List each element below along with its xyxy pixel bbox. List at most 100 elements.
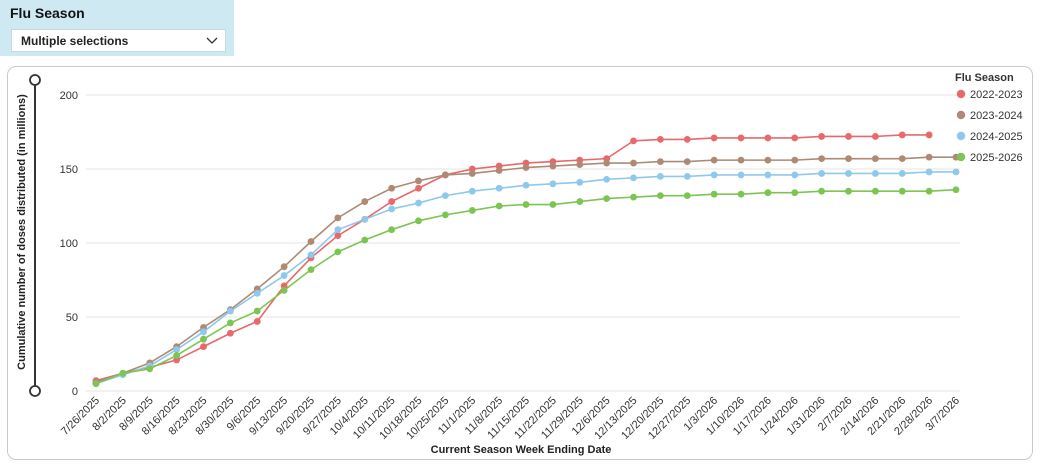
data-point-2024-2025[interactable] [710,171,718,179]
slider-top-handle[interactable] [29,74,41,86]
data-point-2024-2025[interactable] [818,170,826,177]
data-point-2023-2024[interactable] [576,161,584,168]
data-point-2025-2026[interactable] [92,380,100,387]
data-point-2022-2023[interactable] [388,198,396,205]
data-point-2024-2025[interactable] [173,346,181,353]
data-point-2025-2026[interactable] [495,202,503,210]
data-point-2025-2026[interactable] [146,365,154,373]
data-point-2023-2024[interactable] [925,153,933,161]
data-point-2025-2026[interactable] [791,189,799,197]
data-point-2022-2023[interactable] [898,131,906,139]
data-point-2025-2026[interactable] [737,190,745,198]
data-point-2025-2026[interactable] [710,190,718,198]
data-point-2025-2026[interactable] [334,248,342,256]
data-point-2024-2025[interactable] [468,187,476,195]
data-point-2024-2025[interactable] [415,199,422,207]
data-point-2023-2024[interactable] [603,159,611,167]
data-point-2025-2026[interactable] [253,307,261,315]
data-point-2023-2024[interactable] [656,158,664,165]
data-point-2025-2026[interactable] [630,193,637,201]
data-point-2024-2025[interactable] [441,192,449,200]
data-point-2023-2024[interactable] [845,155,852,163]
data-point-2023-2024[interactable] [307,238,315,245]
data-point-2023-2024[interactable] [388,184,396,192]
data-point-2025-2026[interactable] [764,189,772,197]
legend-item-2024-2025[interactable]: 2024-2025 [970,131,1023,143]
data-point-2025-2026[interactable] [576,198,584,205]
legend-item-2022-2023[interactable]: 2022-2023 [970,89,1023,101]
data-point-2022-2023[interactable] [630,137,637,145]
data-point-2024-2025[interactable] [200,328,207,336]
data-point-2024-2025[interactable] [845,170,852,177]
data-point-2025-2026[interactable] [200,335,207,343]
slider-bottom-handle[interactable] [29,385,41,397]
data-point-2024-2025[interactable] [683,173,691,180]
y-range-slider[interactable] [29,74,41,397]
data-point-2023-2024[interactable] [630,159,637,167]
data-point-2025-2026[interactable] [307,266,315,274]
data-point-2023-2024[interactable] [818,155,826,163]
data-point-2024-2025[interactable] [898,170,906,177]
data-point-2022-2023[interactable] [656,136,664,143]
data-point-2022-2023[interactable] [415,184,422,192]
data-point-2022-2023[interactable] [871,133,879,140]
data-point-2024-2025[interactable] [388,205,396,213]
data-point-2025-2026[interactable] [952,186,960,194]
data-point-2023-2024[interactable] [549,162,557,170]
data-point-2024-2025[interactable] [603,175,611,183]
data-point-2022-2023[interactable] [710,134,718,142]
data-point-2025-2026[interactable] [361,236,369,244]
data-point-2025-2026[interactable] [898,187,906,195]
data-point-2025-2026[interactable] [415,217,422,225]
data-point-2022-2023[interactable] [925,131,933,139]
data-point-2022-2023[interactable] [683,136,691,143]
data-point-2023-2024[interactable] [871,155,879,163]
data-point-2022-2023[interactable] [818,133,826,140]
data-point-2024-2025[interactable] [764,171,772,179]
data-point-2022-2023[interactable] [334,232,342,240]
data-point-2024-2025[interactable] [361,215,369,223]
data-point-2025-2026[interactable] [818,187,826,195]
legend-item-2023-2024[interactable]: 2023-2024 [970,110,1023,122]
data-point-2022-2023[interactable] [200,343,207,350]
data-point-2025-2026[interactable] [226,319,234,327]
data-point-2025-2026[interactable] [683,192,691,200]
data-point-2023-2024[interactable] [334,214,342,222]
data-point-2025-2026[interactable] [280,286,288,294]
data-point-2023-2024[interactable] [710,156,718,164]
data-point-2023-2024[interactable] [415,177,422,185]
data-point-2025-2026[interactable] [441,211,449,219]
data-point-2025-2026[interactable] [522,201,530,208]
data-point-2024-2025[interactable] [549,180,557,188]
data-point-2023-2024[interactable] [791,156,799,164]
data-point-2024-2025[interactable] [737,171,745,179]
data-point-2022-2023[interactable] [845,133,852,140]
data-point-2024-2025[interactable] [630,174,637,182]
data-point-2023-2024[interactable] [683,158,691,165]
data-point-2024-2025[interactable] [307,251,315,259]
data-point-2024-2025[interactable] [226,307,234,315]
data-point-2025-2026[interactable] [549,201,557,208]
data-point-2022-2023[interactable] [764,134,772,142]
data-point-2024-2025[interactable] [495,184,503,192]
data-point-2025-2026[interactable] [845,187,852,195]
data-point-2025-2026[interactable] [603,195,611,203]
data-point-2024-2025[interactable] [952,168,960,176]
data-point-2024-2025[interactable] [925,168,933,176]
data-point-2023-2024[interactable] [737,156,745,164]
data-point-2024-2025[interactable] [280,272,288,279]
data-point-2023-2024[interactable] [280,263,288,271]
data-point-2025-2026[interactable] [173,352,181,359]
data-point-2022-2023[interactable] [791,134,799,142]
data-point-2025-2026[interactable] [871,187,879,195]
data-point-2022-2023[interactable] [737,134,745,142]
chevron-down-icon[interactable] [205,33,219,47]
data-point-2025-2026[interactable] [468,207,476,214]
data-point-2022-2023[interactable] [226,329,234,337]
data-point-2023-2024[interactable] [441,171,449,179]
data-point-2025-2026[interactable] [925,187,933,195]
data-point-2024-2025[interactable] [253,289,261,297]
data-point-2024-2025[interactable] [334,226,342,234]
data-point-2024-2025[interactable] [656,173,664,180]
data-point-2023-2024[interactable] [764,156,772,164]
